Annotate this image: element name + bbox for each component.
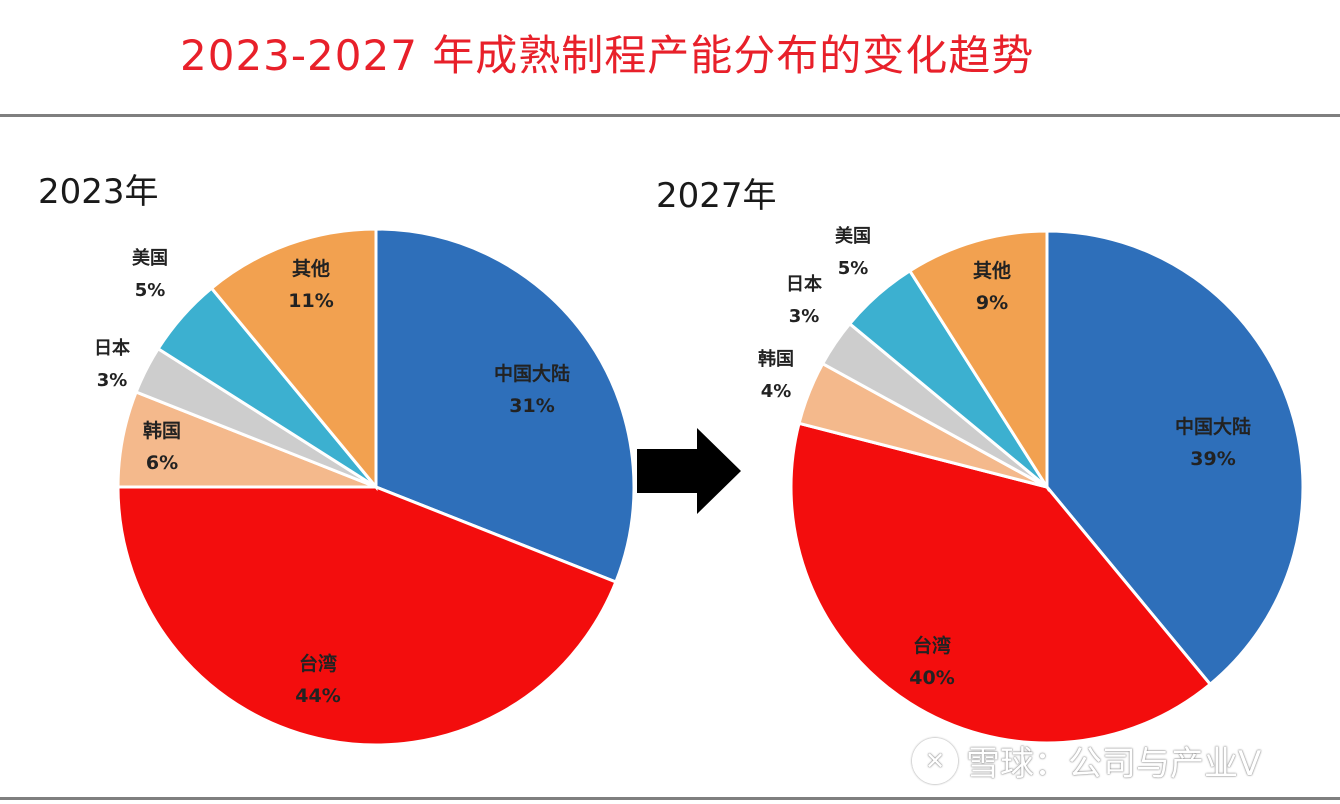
pie-slice-other-2023	[209, 227, 378, 492]
slice-value-label-other: 9%	[976, 292, 1008, 314]
slice-value-label-usa: 5%	[135, 280, 166, 301]
slice-name-label-taiwan: 台湾	[913, 634, 951, 657]
pie-chart-2027: 中国大陆 39% 台湾 40% 韩国 4% 日本 3% 美国 5% 其他 9%	[758, 225, 1305, 745]
slice-value-label-taiwan: 40%	[909, 667, 954, 689]
slice-name-label-korea: 韩国	[758, 348, 794, 370]
pie-chart-2023: 中国大陆 31% 台湾 44% 韩国 6% 日本 3% 美国 5% 其他 11%	[94, 227, 636, 747]
right-arrow-icon	[637, 428, 741, 514]
title-divider	[0, 114, 1340, 117]
slice-value-label-japan: 3%	[789, 306, 820, 327]
xueqiu-logo-icon: ✕	[912, 737, 958, 784]
slice-name-label-other: 其他	[292, 257, 330, 280]
slice-name-label-china-mainland: 中国大陆	[1175, 415, 1251, 438]
pie-slice-taiwan-2027	[789, 421, 1213, 745]
slice-name-label-other: 其他	[973, 259, 1011, 282]
watermark: ✕ 雪球：公司与产业V	[912, 736, 1261, 785]
slice-value-label-japan: 3%	[97, 370, 128, 391]
slice-name-label-taiwan: 台湾	[299, 652, 337, 675]
slice-value-label-usa: 5%	[838, 258, 869, 279]
pie-slice-china-mainland-2027	[1045, 229, 1305, 687]
slice-value-label-china-mainland: 31%	[509, 395, 554, 417]
slice-value-label-taiwan: 44%	[295, 685, 340, 707]
slice-value-label-other: 11%	[288, 290, 333, 312]
watermark-text: 雪球：公司与产业V	[966, 744, 1262, 784]
page-title: 2023-2027 年成熟制程产能分布的变化趋势	[180, 31, 1035, 80]
slice-name-label-korea: 韩国	[143, 419, 181, 442]
slice-value-label-korea: 6%	[146, 452, 178, 474]
slice-value-label-china-mainland: 39%	[1190, 448, 1235, 470]
slice-name-label-usa: 美国	[835, 225, 871, 247]
bottom-divider	[0, 797, 1340, 800]
pie-slice-china-mainland-2023	[374, 227, 636, 584]
slice-name-label-japan: 日本	[94, 337, 130, 359]
slice-name-label-japan: 日本	[786, 273, 822, 295]
slice-value-label-korea: 4%	[761, 381, 792, 402]
chart-2023-title: 2023年	[38, 172, 159, 212]
slice-name-label-usa: 美国	[132, 247, 168, 269]
pie-slice-other-2027	[907, 229, 1049, 493]
chart-2027-title: 2027年	[656, 176, 777, 216]
pie-slice-taiwan-2023	[116, 485, 618, 747]
slice-name-label-china-mainland: 中国大陆	[494, 362, 570, 385]
